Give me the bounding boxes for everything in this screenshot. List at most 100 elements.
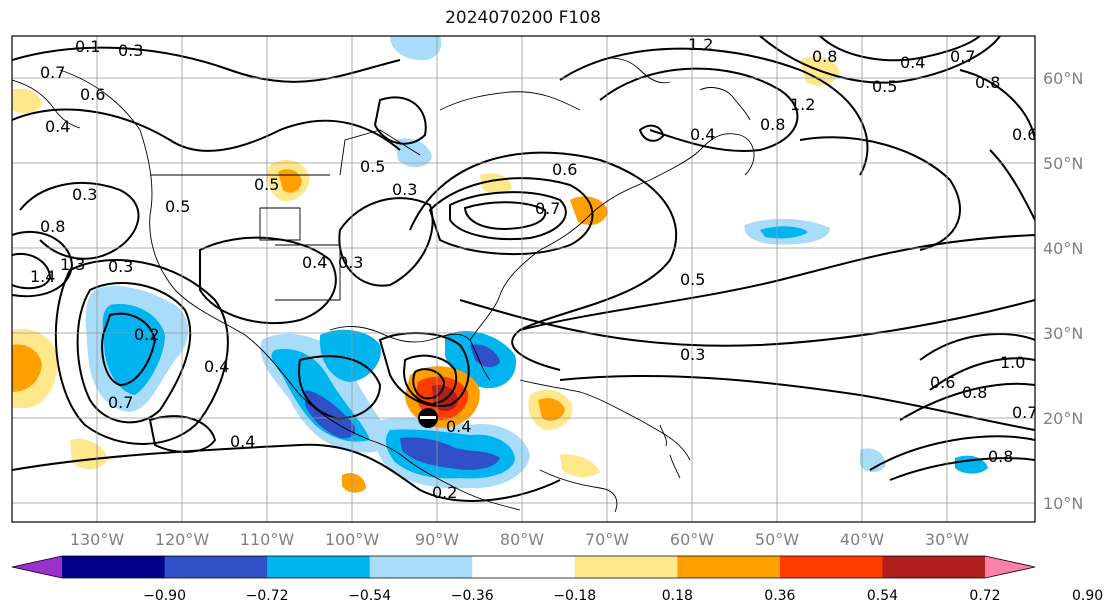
contour-line (819, 36, 981, 62)
contour-label: 1.3 (60, 255, 85, 274)
contour-label: 0.4 (204, 357, 229, 376)
lon-tick-label: 100°W (325, 530, 380, 549)
lon-tick-label: 30°W (925, 530, 969, 549)
contour-line (412, 368, 446, 400)
lon-tick-label: 40°W (840, 530, 884, 549)
contour-label: 0.6 (1012, 125, 1037, 144)
shade-w-yellow (70, 438, 108, 470)
contour-label: 0.7 (40, 63, 65, 82)
contour-label: 0.3 (392, 180, 417, 199)
contour-label: 0.8 (975, 73, 1000, 92)
shade-se-blue (860, 448, 886, 473)
colorbar-tick-label: 0.36 (764, 588, 795, 604)
colorbar-segment (164, 556, 268, 578)
contour-line (148, 415, 217, 453)
contour-line (638, 124, 665, 142)
colorbar-tick-label: −0.18 (553, 588, 596, 604)
contour-label: 0.5 (680, 270, 705, 289)
lat-tick-label: 20°N (1043, 409, 1083, 428)
contour-line (959, 69, 1035, 141)
colorbar-segments (12, 556, 1035, 578)
contour-label: 0.4 (690, 125, 715, 144)
contour-line (54, 259, 229, 445)
contour-label: 0.3 (72, 185, 97, 204)
contour-label: 0.6 (930, 373, 955, 392)
contour-label: 0.3 (680, 345, 705, 364)
contour-line (459, 299, 1035, 347)
contour-label: 0.7 (535, 199, 560, 218)
colorbar-segment (267, 556, 371, 578)
contour-label: 0.8 (760, 115, 785, 134)
colorbar-tick-label: −0.72 (246, 588, 289, 604)
contour-label: 0.7 (1012, 403, 1037, 422)
contour-line (463, 201, 547, 231)
contour-line (428, 177, 594, 256)
shade-pacific-orange-core (12, 344, 42, 392)
shade-antilles-orange (538, 398, 565, 421)
contour-line (12, 252, 52, 290)
map-content: 0.1 0.3 0.7 0.6 0.4 0.3 0.5 0.8 1.4 1.3 … (12, 35, 1037, 522)
colorbar-segment (574, 556, 678, 578)
contour-label: 0.4 (446, 417, 471, 436)
contour-label: 0.6 (80, 85, 105, 104)
shade-s-yellow (560, 454, 600, 478)
contour-label: 0.4 (302, 253, 327, 272)
hurricane-marker (418, 408, 438, 428)
map-frame (11, 35, 1036, 523)
contour-label: 0.1 (75, 37, 100, 56)
shade-mexico-dark (305, 390, 356, 439)
contour-line (919, 333, 1035, 361)
contour-line (759, 36, 1001, 84)
contour-label: 1.2 (688, 35, 713, 54)
colorbar-segment (779, 556, 883, 578)
contour-line (899, 382, 1035, 421)
contour-line (989, 149, 1035, 221)
contour-label: 1.2 (790, 95, 815, 114)
lat-tick-label: 60°N (1043, 69, 1083, 88)
colorbar-tick-label: −0.90 (143, 588, 186, 604)
lon-tick-label: 50°W (755, 530, 799, 549)
colorbar-tick-label: −0.54 (348, 588, 391, 604)
contour-line (76, 282, 192, 424)
shade-n-yellow (12, 88, 42, 114)
lon-tick-label: 90°W (415, 530, 459, 549)
contour-label: 0.5 (254, 175, 279, 194)
lon-tick-label: 80°W (500, 530, 544, 549)
contour-line (373, 96, 427, 145)
graticule (12, 36, 1035, 522)
contour-line (449, 191, 567, 241)
lon-tick-label: 110°W (240, 530, 295, 549)
lat-tick-label: 40°N (1043, 239, 1083, 258)
contour-label: 0.8 (962, 383, 987, 402)
map-title: 2024070200 F108 (445, 8, 601, 28)
colorbar-outline (11, 555, 1036, 579)
lat-tick-label: 10°N (1043, 494, 1083, 513)
contour-line (402, 354, 458, 406)
contour-line (101, 312, 157, 387)
contour-label: 0.3 (108, 257, 133, 276)
contour-label: 0.2 (432, 483, 457, 502)
contour-lines (12, 36, 1035, 502)
contour-label: 0.6 (552, 160, 577, 179)
contour-label-layer: 0.1 0.3 0.7 0.6 0.4 0.3 0.5 0.8 1.4 1.3 … (30, 35, 1037, 502)
shade-carib-dark (400, 437, 500, 470)
contour-label: 0.2 (134, 325, 159, 344)
contour-label: 0.5 (165, 197, 190, 216)
shade-atl-blue-core (760, 226, 808, 239)
colorbar: −0.90 −0.72 −0.54 −0.36 −0.18 0.18 0.36 … (11, 555, 1103, 604)
lon-tick-label: 70°W (585, 530, 629, 549)
contour-line (869, 435, 1035, 471)
contour-label: 0.3 (338, 253, 363, 272)
contour-label: 1.4 (30, 267, 55, 286)
contour-line (929, 357, 1035, 391)
contour-label: 0.8 (40, 217, 65, 236)
contour-line (298, 355, 382, 420)
shade-gulf-blue (319, 329, 381, 382)
contour-line (799, 136, 961, 251)
contour-label: 0.4 (230, 432, 255, 451)
colorbar-segment (12, 556, 62, 578)
contour-line (409, 151, 678, 371)
contour-line (12, 443, 561, 502)
contour-line (599, 67, 799, 152)
